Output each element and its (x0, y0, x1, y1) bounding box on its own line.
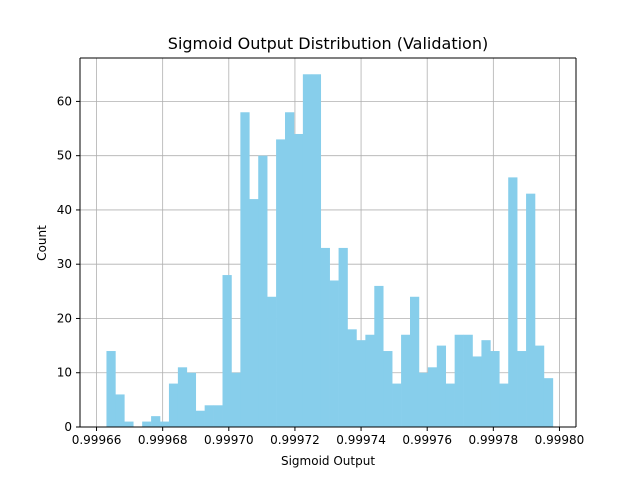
histogram-bar (231, 372, 241, 427)
histogram-bar (374, 285, 384, 427)
x-tick-label: 0.99970 (204, 433, 254, 447)
histogram-bar (365, 334, 375, 427)
histogram-bar (410, 296, 420, 427)
histogram-bar (347, 329, 357, 427)
histogram-bar (249, 199, 259, 427)
y-tick-label: 10 (57, 366, 72, 380)
histogram-bar (213, 405, 223, 427)
histogram-bar (356, 340, 366, 427)
histogram-bar (534, 345, 545, 427)
histogram-bar (445, 383, 455, 427)
histogram-bar (302, 74, 313, 427)
histogram-bar (454, 334, 464, 427)
x-tick-label: 0.99974 (336, 433, 386, 447)
histogram-bar (160, 421, 170, 427)
histogram-bar (329, 280, 339, 427)
histogram-bar (195, 410, 205, 427)
histogram-bar (168, 383, 179, 427)
y-tick-label: 40 (57, 203, 72, 217)
histogram-bar (499, 383, 509, 427)
histogram-bar (463, 334, 473, 427)
histogram-bar (508, 177, 518, 427)
histogram-bar (526, 193, 536, 427)
histogram-bar (124, 421, 134, 427)
histogram-bar (115, 394, 125, 427)
histogram-bar (258, 155, 268, 428)
histogram-bar (320, 247, 330, 427)
histogram-bar (543, 378, 554, 427)
histogram-bar (472, 356, 482, 427)
histogram-bar (418, 372, 429, 427)
histogram-bar (204, 405, 214, 427)
histogram-bar (392, 383, 402, 427)
histogram-bar (106, 351, 116, 427)
x-axis-label: Sigmoid Output (281, 454, 375, 468)
chart-title: Sigmoid Output Distribution (Validation) (168, 34, 488, 53)
histogram-bar (142, 421, 152, 427)
x-tick-label: 0.99978 (469, 433, 519, 447)
y-tick-label: 0 (64, 420, 72, 434)
y-tick-label: 50 (57, 149, 72, 163)
histogram-bar (401, 334, 411, 427)
x-tick-label: 0.99968 (138, 433, 188, 447)
histogram-bar (222, 275, 232, 427)
histogram-bar (285, 112, 295, 427)
histogram-bar (383, 351, 393, 427)
histogram-bar (240, 112, 250, 427)
histogram-bar (276, 139, 286, 427)
histogram-bars (106, 74, 554, 428)
histogram-bar (293, 133, 304, 427)
histogram-bar (177, 367, 188, 427)
x-axis-ticks: 0.99966 0.99968 0.99970 0.99972 0.99974 0.999… (72, 427, 585, 447)
histogram-bar (311, 74, 322, 427)
histogram-bar (151, 416, 161, 427)
histogram-bar (427, 367, 438, 427)
y-tick-label: 60 (57, 94, 72, 108)
histogram-bar (338, 247, 348, 427)
x-tick-label: 0.99980 (535, 433, 585, 447)
y-tick-label: 20 (57, 311, 72, 325)
y-axis-ticks: 0 10 20 30 40 50 60 (57, 94, 80, 434)
histogram-bar (481, 340, 491, 427)
histogram-bar (186, 372, 197, 427)
y-tick-label: 30 (57, 257, 72, 271)
histogram-bar (436, 345, 447, 427)
histogram-bar (267, 296, 277, 427)
y-axis-label: Count (35, 225, 49, 261)
x-tick-label: 0.99972 (270, 433, 320, 447)
x-tick-label: 0.99976 (402, 433, 452, 447)
x-tick-label: 0.99966 (72, 433, 122, 447)
histogram-bar (490, 351, 500, 427)
histogram-bar (517, 351, 527, 427)
